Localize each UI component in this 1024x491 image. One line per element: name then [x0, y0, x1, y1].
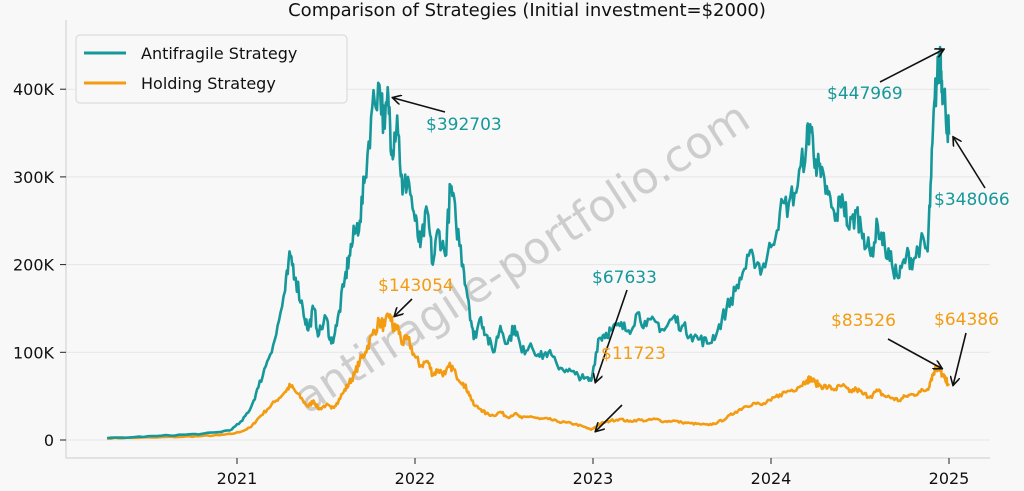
y-tick-label: 400K [13, 80, 55, 99]
series-line-antifragile-strategy [106, 45, 951, 440]
chart-title: Comparison of Strategies (Initial invest… [288, 0, 766, 21]
annotation-label: $143054 [378, 276, 454, 296]
x-tick-label: 2024 [751, 469, 792, 488]
annotation-arrow [879, 49, 944, 83]
annotation-label: $64386 [934, 310, 999, 330]
legend-box [75, 34, 348, 104]
annotation-label: $447969 [827, 84, 903, 104]
y-tick-label: 300K [13, 168, 55, 187]
annotation-label: $67633 [592, 268, 657, 288]
legend-label-holding: Holding Strategy [141, 74, 276, 93]
series-lines [106, 45, 951, 440]
annotation-arrow [394, 298, 413, 317]
y-tick-label: 0 [44, 431, 54, 450]
annotation-label: $392703 [426, 115, 502, 135]
legend-label-antifragile: Antifragile Strategy [141, 44, 297, 63]
series-line-holding-strategy [106, 312, 951, 440]
y-axis-ticks: 0 100K 200K 300K 400K [13, 80, 66, 450]
y-tick-label: 200K [13, 256, 55, 275]
legend: Antifragile Strategy Holding Strategy [75, 34, 348, 104]
annotation-label: $11723 [601, 344, 666, 364]
annotation-label: $348066 [934, 190, 1010, 210]
x-axis-ticks: 2021 2022 2023 2024 2025 [217, 458, 970, 488]
y-tick-label: 100K [13, 343, 55, 362]
annotations: $392703 $67633 $447969 $348066 $143054 $11723… [378, 49, 1010, 432]
annotation-arrow [595, 289, 628, 383]
x-tick-label: 2021 [217, 469, 258, 488]
annotation-arrow [953, 332, 967, 386]
x-tick-label: 2023 [573, 469, 614, 488]
annotation-arrow [392, 98, 446, 113]
x-tick-label: 2025 [929, 469, 970, 488]
annotation-label: $83526 [831, 311, 896, 331]
x-tick-label: 2022 [395, 469, 436, 488]
annotation-arrow [595, 404, 623, 432]
annotation-arrow [953, 137, 986, 189]
watermark: antifragile-portfolio.com [285, 92, 758, 424]
annotation-arrow [887, 338, 942, 369]
